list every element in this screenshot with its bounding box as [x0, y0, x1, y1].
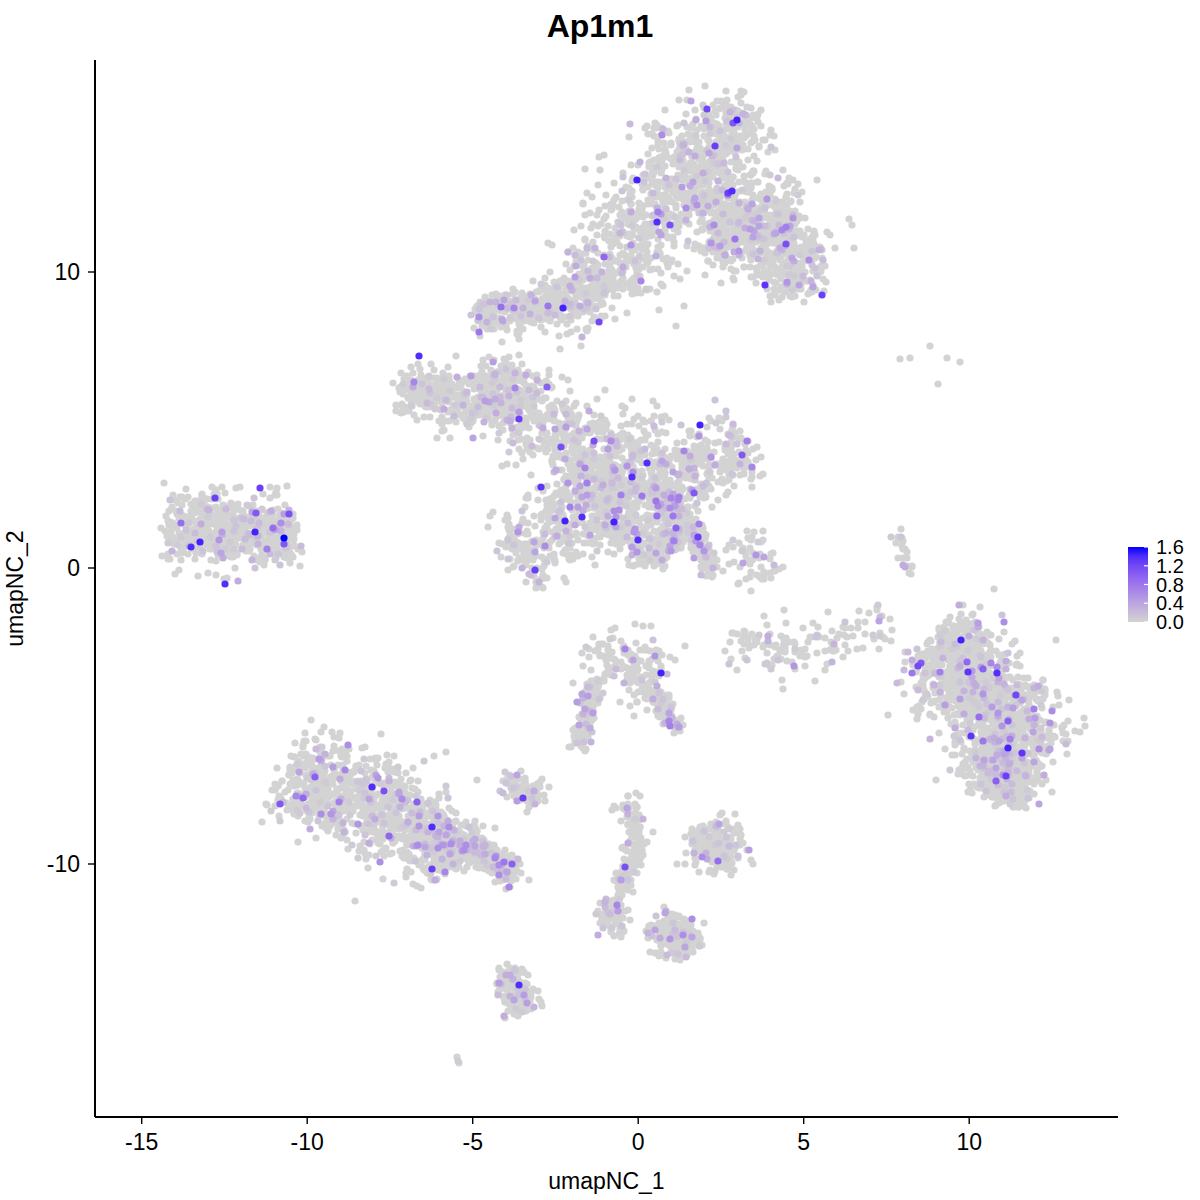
svg-text:0: 0	[632, 1129, 645, 1155]
svg-text:10: 10	[54, 259, 80, 285]
svg-text:10: 10	[956, 1129, 982, 1155]
svg-text:-15: -15	[125, 1129, 158, 1155]
svg-text:-10: -10	[47, 851, 80, 877]
svg-text:umapNC_2: umapNC_2	[2, 530, 28, 646]
svg-text:-10: -10	[291, 1129, 324, 1155]
svg-text:0.0: 0.0	[1156, 611, 1184, 633]
svg-text:5: 5	[797, 1129, 810, 1155]
svg-text:0: 0	[67, 555, 80, 581]
svg-text:-5: -5	[462, 1129, 482, 1155]
svg-text:umapNC_1: umapNC_1	[548, 1168, 664, 1194]
